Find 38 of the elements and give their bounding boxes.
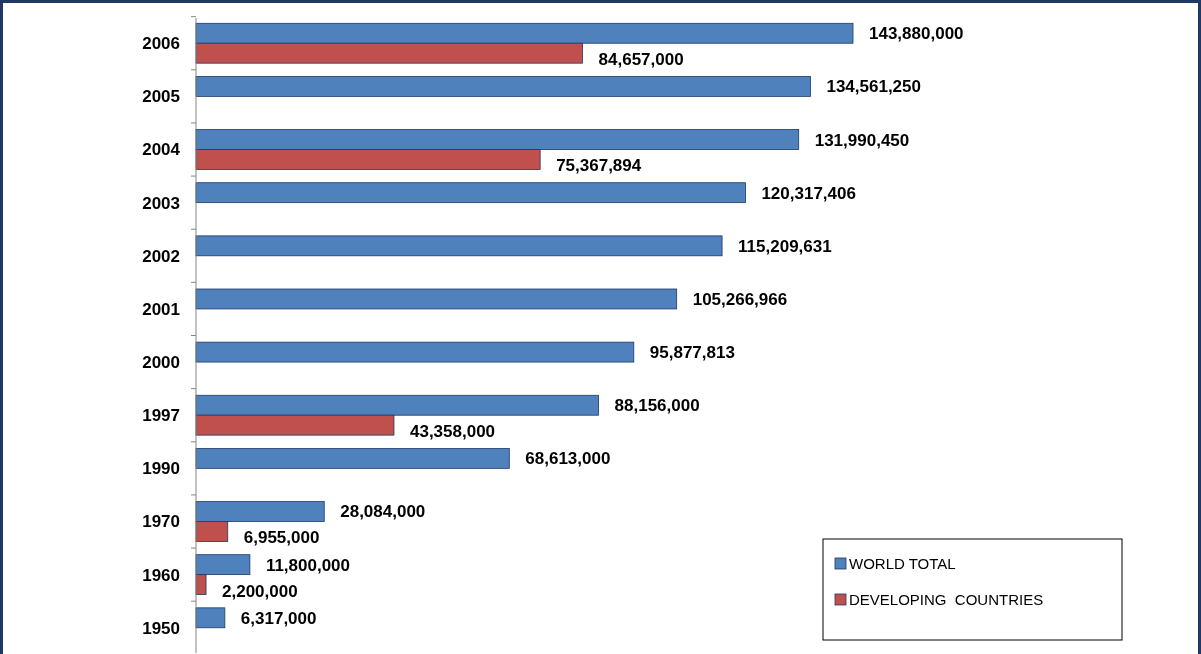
y-tick-label: 2005 [142,87,180,107]
y-tick-label: 1990 [142,459,180,479]
data-label: 43,358,000 [409,422,496,442]
y-tick-label: 2000 [142,353,180,373]
y-tick-label: 1960 [142,565,180,585]
data-label: 105,266,966 [692,289,788,309]
data-label: 84,657,000 [598,50,684,70]
data-label: 88,156,000 [614,396,700,416]
bar [195,448,510,469]
y-tick-label: 2001 [142,299,180,319]
bar [195,607,226,629]
y-tick-label: 2003 [142,193,180,213]
y-tick-label: 1950 [142,618,180,638]
data-label: 75,367,894 [556,156,642,176]
data-label: 95,877,813 [649,343,735,363]
bar [195,341,635,363]
data-label: 134,561,250 [826,77,921,97]
data-label: 28,084,000 [340,502,426,522]
bar [195,235,723,257]
data-label: 11,800,000 [265,555,351,575]
data-label: 120,317,406 [761,183,856,203]
data-label: 143,880,000 [869,24,964,44]
data-label: 115,209,631 [738,236,832,256]
data-label: 68,613,000 [525,449,611,469]
data-label: 131,990,450 [814,130,910,150]
y-tick-label: 1970 [142,512,180,532]
bar [195,288,678,310]
legend-label: WORLD TOTAL [849,555,956,573]
bar [195,76,811,97]
data-label: 6,955,000 [243,528,320,548]
bar [195,182,746,204]
y-tick-label: 2004 [142,140,181,160]
y-tick-label: 1997 [142,406,180,426]
data-label: 2,200,000 [222,581,298,601]
y-tick-label: 2006 [142,34,180,54]
legend-label: DEVELOPING COUNTRIES [849,591,1044,609]
y-tick-label: 2002 [142,246,180,266]
data-label: 6,317,000 [240,608,317,628]
